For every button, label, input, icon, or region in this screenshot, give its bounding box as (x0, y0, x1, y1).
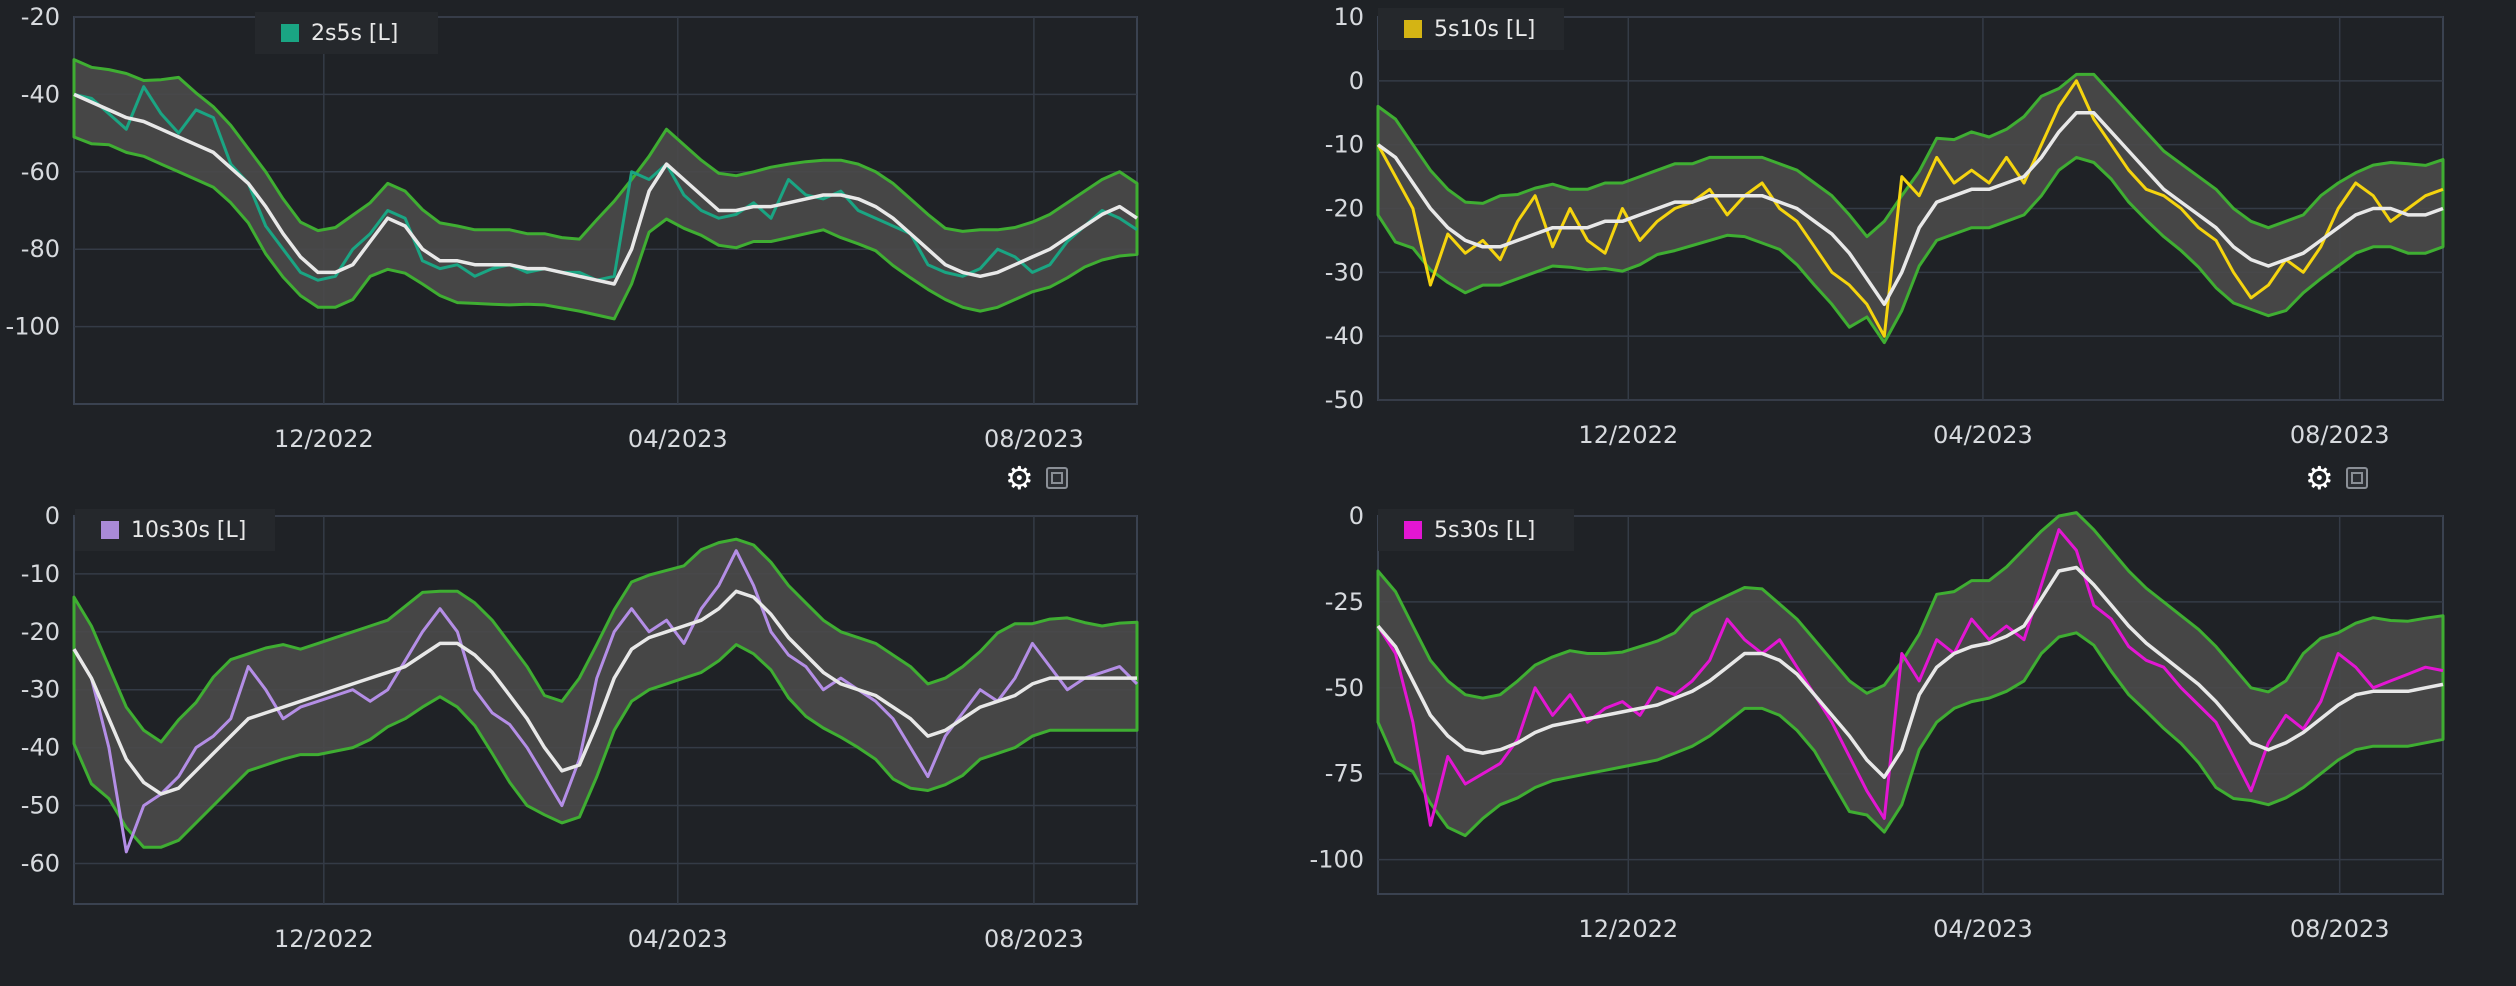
y-tick-label: -20 (21, 3, 60, 31)
chart-10s30s: 0 -10 -20 -30 -40 -50 -60 12/2022 04/2023 08/2023 (21, 502, 1139, 953)
y-tick-label: -10 (21, 560, 60, 588)
band-area (1376, 72, 2445, 345)
y-tick-label: 0 (1349, 502, 1364, 530)
average-line (73, 92, 1138, 286)
y-tick-label: 0 (1349, 67, 1364, 95)
legend-swatch (1404, 521, 1422, 539)
series-line (72, 549, 1139, 854)
y-tick-label: -50 (1325, 674, 1364, 702)
band-area (72, 537, 1139, 849)
legend-label: 10s30s [L] (131, 517, 247, 543)
y-tick-label: -40 (1325, 322, 1364, 350)
legend-label: 2s5s [L] (311, 20, 399, 46)
x-tick-label: 12/2022 (1578, 421, 1678, 449)
chart-5s10s: 10 0 -10 -20 -30 -40 -50 12/2022 04/2023 08/2023 (1325, 3, 2445, 449)
chart-tools: ⚙ (2305, 462, 2368, 494)
x-tick-label: 08/2023 (2290, 421, 2390, 449)
legend-label: 5s10s [L] (1434, 16, 1536, 42)
x-tick-label: 04/2023 (1933, 915, 2033, 943)
y-tick-label: -75 (1325, 760, 1364, 788)
legend-10s30s[interactable]: 10s30s [L] (75, 509, 275, 551)
y-tick-label: -30 (1325, 258, 1364, 286)
chart-panel-5s30s: 0 -25 -50 -75 -100 12/2022 04/2023 08/2023 5s30… (1258, 493, 2516, 986)
expand-icon[interactable] (2345, 467, 2368, 489)
average-line (1376, 111, 2444, 307)
x-tick-label: 08/2023 (984, 925, 1084, 953)
average-line (1376, 565, 2444, 779)
y-tick-label: 10 (1333, 3, 1364, 31)
y-tick-label: -25 (1325, 588, 1364, 616)
x-tick-label: 04/2023 (1933, 421, 2033, 449)
legend-5s10s[interactable]: 5s10s [L] (1378, 8, 1564, 50)
series-line (1376, 528, 2444, 827)
y-tick-label: -60 (21, 158, 60, 186)
x-tick-label: 12/2022 (274, 925, 374, 953)
y-tick-label: -20 (21, 618, 60, 646)
chart-tools: ⚙ (1005, 462, 1068, 494)
x-tick-label: 04/2023 (628, 925, 728, 953)
y-tick-label: -30 (21, 676, 60, 704)
chart-panel-5s10s: 10 0 -10 -20 -30 -40 -50 12/2022 04/2023 08/2023 … (1258, 0, 2516, 494)
chart-2s5s: -20 -40 -60 -80 -100 12/2022 04/2023 08/2023 (6, 3, 1139, 453)
y-tick-label: 0 (45, 502, 60, 530)
band-area (72, 58, 1139, 321)
x-tick-label: 12/2022 (1578, 915, 1678, 943)
chart-panel-10s30s: 0 -10 -20 -30 -40 -50 -60 12/2022 04/2023 08/2023… (0, 493, 1258, 986)
series-line (1376, 79, 2444, 338)
chart-panel-2s5s: -20 -40 -60 -80 -100 12/2022 04/2023 08/2023 2s… (0, 0, 1258, 494)
legend-swatch (281, 24, 299, 42)
band-area (1376, 511, 2445, 838)
y-tick-label: -100 (6, 313, 60, 341)
expand-icon[interactable] (1045, 467, 1068, 489)
y-tick-label: -40 (21, 80, 60, 108)
chart-5s30s: 0 -25 -50 -75 -100 12/2022 04/2023 08/2023 (1310, 502, 2445, 943)
x-tick-label: 08/2023 (2290, 915, 2390, 943)
x-tick-label: 04/2023 (628, 425, 728, 453)
legend-swatch (101, 521, 119, 539)
y-tick-label: -50 (21, 792, 60, 820)
y-tick-label: -20 (1325, 195, 1364, 223)
series-line (73, 85, 1138, 282)
y-tick-label: -100 (1310, 846, 1364, 874)
y-tick-label: -40 (21, 734, 60, 762)
legend-2s5s[interactable]: 2s5s [L] (255, 12, 438, 54)
y-tick-label: -10 (1325, 131, 1364, 159)
legend-swatch (1404, 20, 1422, 38)
x-tick-label: 12/2022 (274, 425, 374, 453)
y-tick-label: -60 (21, 849, 60, 877)
y-tick-label: -80 (21, 235, 60, 263)
average-line (72, 589, 1137, 796)
gear-icon[interactable]: ⚙ (1005, 459, 1034, 497)
y-tick-label: -50 (1325, 386, 1364, 414)
legend-5s30s[interactable]: 5s30s [L] (1378, 509, 1574, 551)
gear-icon[interactable]: ⚙ (2305, 459, 2334, 497)
x-tick-label: 08/2023 (984, 425, 1084, 453)
legend-label: 5s30s [L] (1434, 517, 1536, 543)
